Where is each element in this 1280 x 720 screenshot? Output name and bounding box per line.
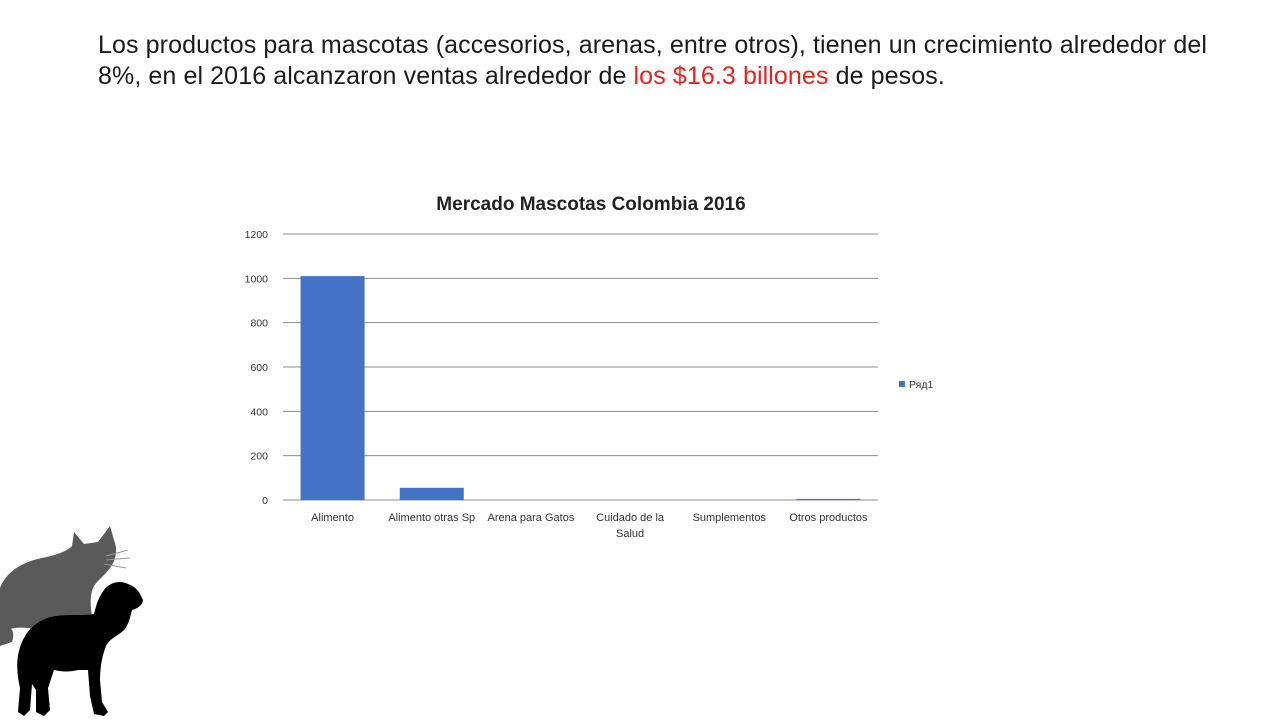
- bar: [399, 487, 464, 500]
- chart-legend: Ряд1: [899, 379, 933, 391]
- x-tick-label: Alimento: [311, 512, 354, 524]
- chart-title: Mercado Mascotas Colombia 2016: [436, 194, 745, 215]
- legend-swatch: [899, 381, 905, 387]
- x-tick-label: Sumplementos: [693, 512, 767, 524]
- bars: [300, 276, 861, 500]
- y-tick-label: 600: [250, 362, 268, 374]
- dog-icon: [17, 582, 143, 716]
- y-tick-label: 200: [250, 451, 268, 463]
- cat-icon: [0, 526, 117, 646]
- y-tick-label: 1000: [245, 273, 269, 285]
- headline-text: Los productos para mascotas (accesorios,…: [98, 31, 1207, 90]
- x-tick-label: Cuidado de la Salud: [596, 512, 665, 540]
- y-tick-label: 1200: [245, 229, 269, 241]
- headline-text-end: de pesos.: [828, 62, 945, 90]
- y-tick-label: 800: [250, 318, 268, 330]
- x-tick-label: Arena para Gatos: [487, 512, 574, 524]
- legend-label: Ряд1: [909, 379, 933, 391]
- chart-gridlines: [283, 233, 878, 501]
- x-axis: Alimento Alimento otras Sp Arena para Gato…: [311, 512, 868, 540]
- y-axis: 0 200 400 600 800 1000 1200: [245, 229, 269, 507]
- pets-icon: [0, 526, 143, 716]
- y-tick-label: 0: [262, 495, 268, 507]
- y-tick-label: 400: [250, 406, 268, 418]
- bar: [300, 276, 365, 500]
- x-tick-label: Alimento otras Sp: [388, 512, 475, 524]
- headline-highlight: los $16.3 billones: [633, 62, 829, 90]
- x-tick-label: Otros productos: [789, 512, 868, 524]
- bar: [796, 498, 861, 500]
- headline: Los productos para mascotas (accesorios,…: [98, 30, 1208, 92]
